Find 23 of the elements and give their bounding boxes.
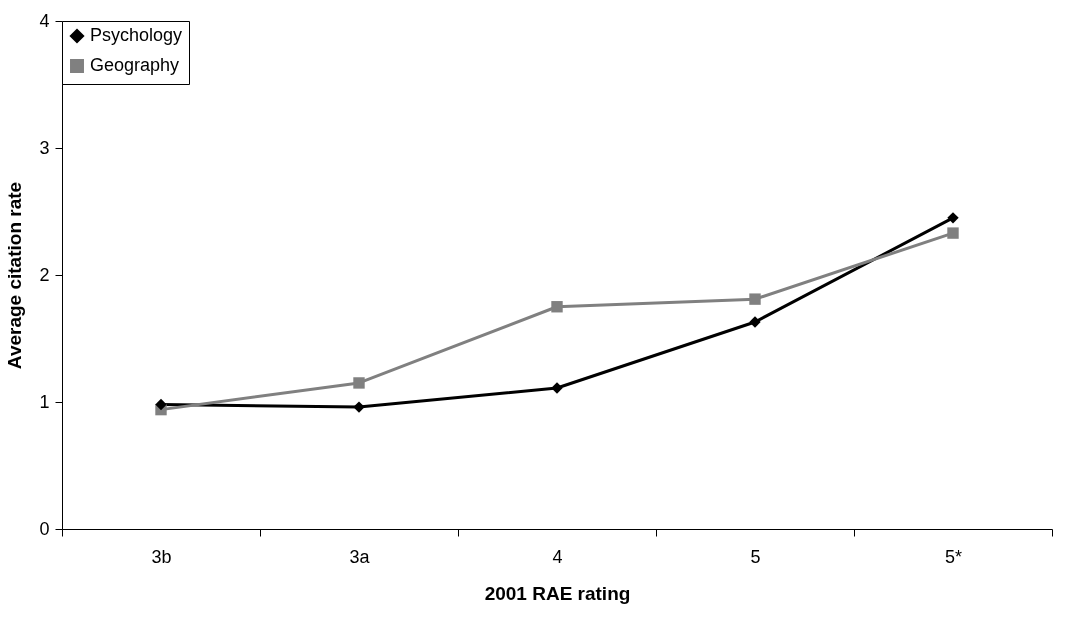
y-tick-label: 1 [39,391,50,412]
point [353,401,365,413]
y-tick-label: 0 [39,518,50,539]
point [749,293,761,305]
x-tick-label: 3a [349,546,371,567]
y-tick-label: 4 [39,10,50,31]
x-tick-label: 5* [944,546,963,567]
x-tick-label: 5 [750,546,761,567]
y-tick-label: 3 [39,137,50,158]
y-axis-title: Average citation rate [4,181,26,370]
point [749,316,761,328]
x-tick-label: 4 [552,546,563,567]
point [551,301,563,313]
point [551,382,563,394]
point [155,398,167,411]
x-tick-label: 3b [151,546,172,567]
x-axis-title: 2001 RAE rating [484,582,631,604]
point [353,377,365,389]
point [947,212,959,224]
point [947,227,959,239]
y-tick-label: 2 [39,264,50,285]
legend-label: Psychology [90,25,183,45]
legend-label: Geography [90,55,180,75]
